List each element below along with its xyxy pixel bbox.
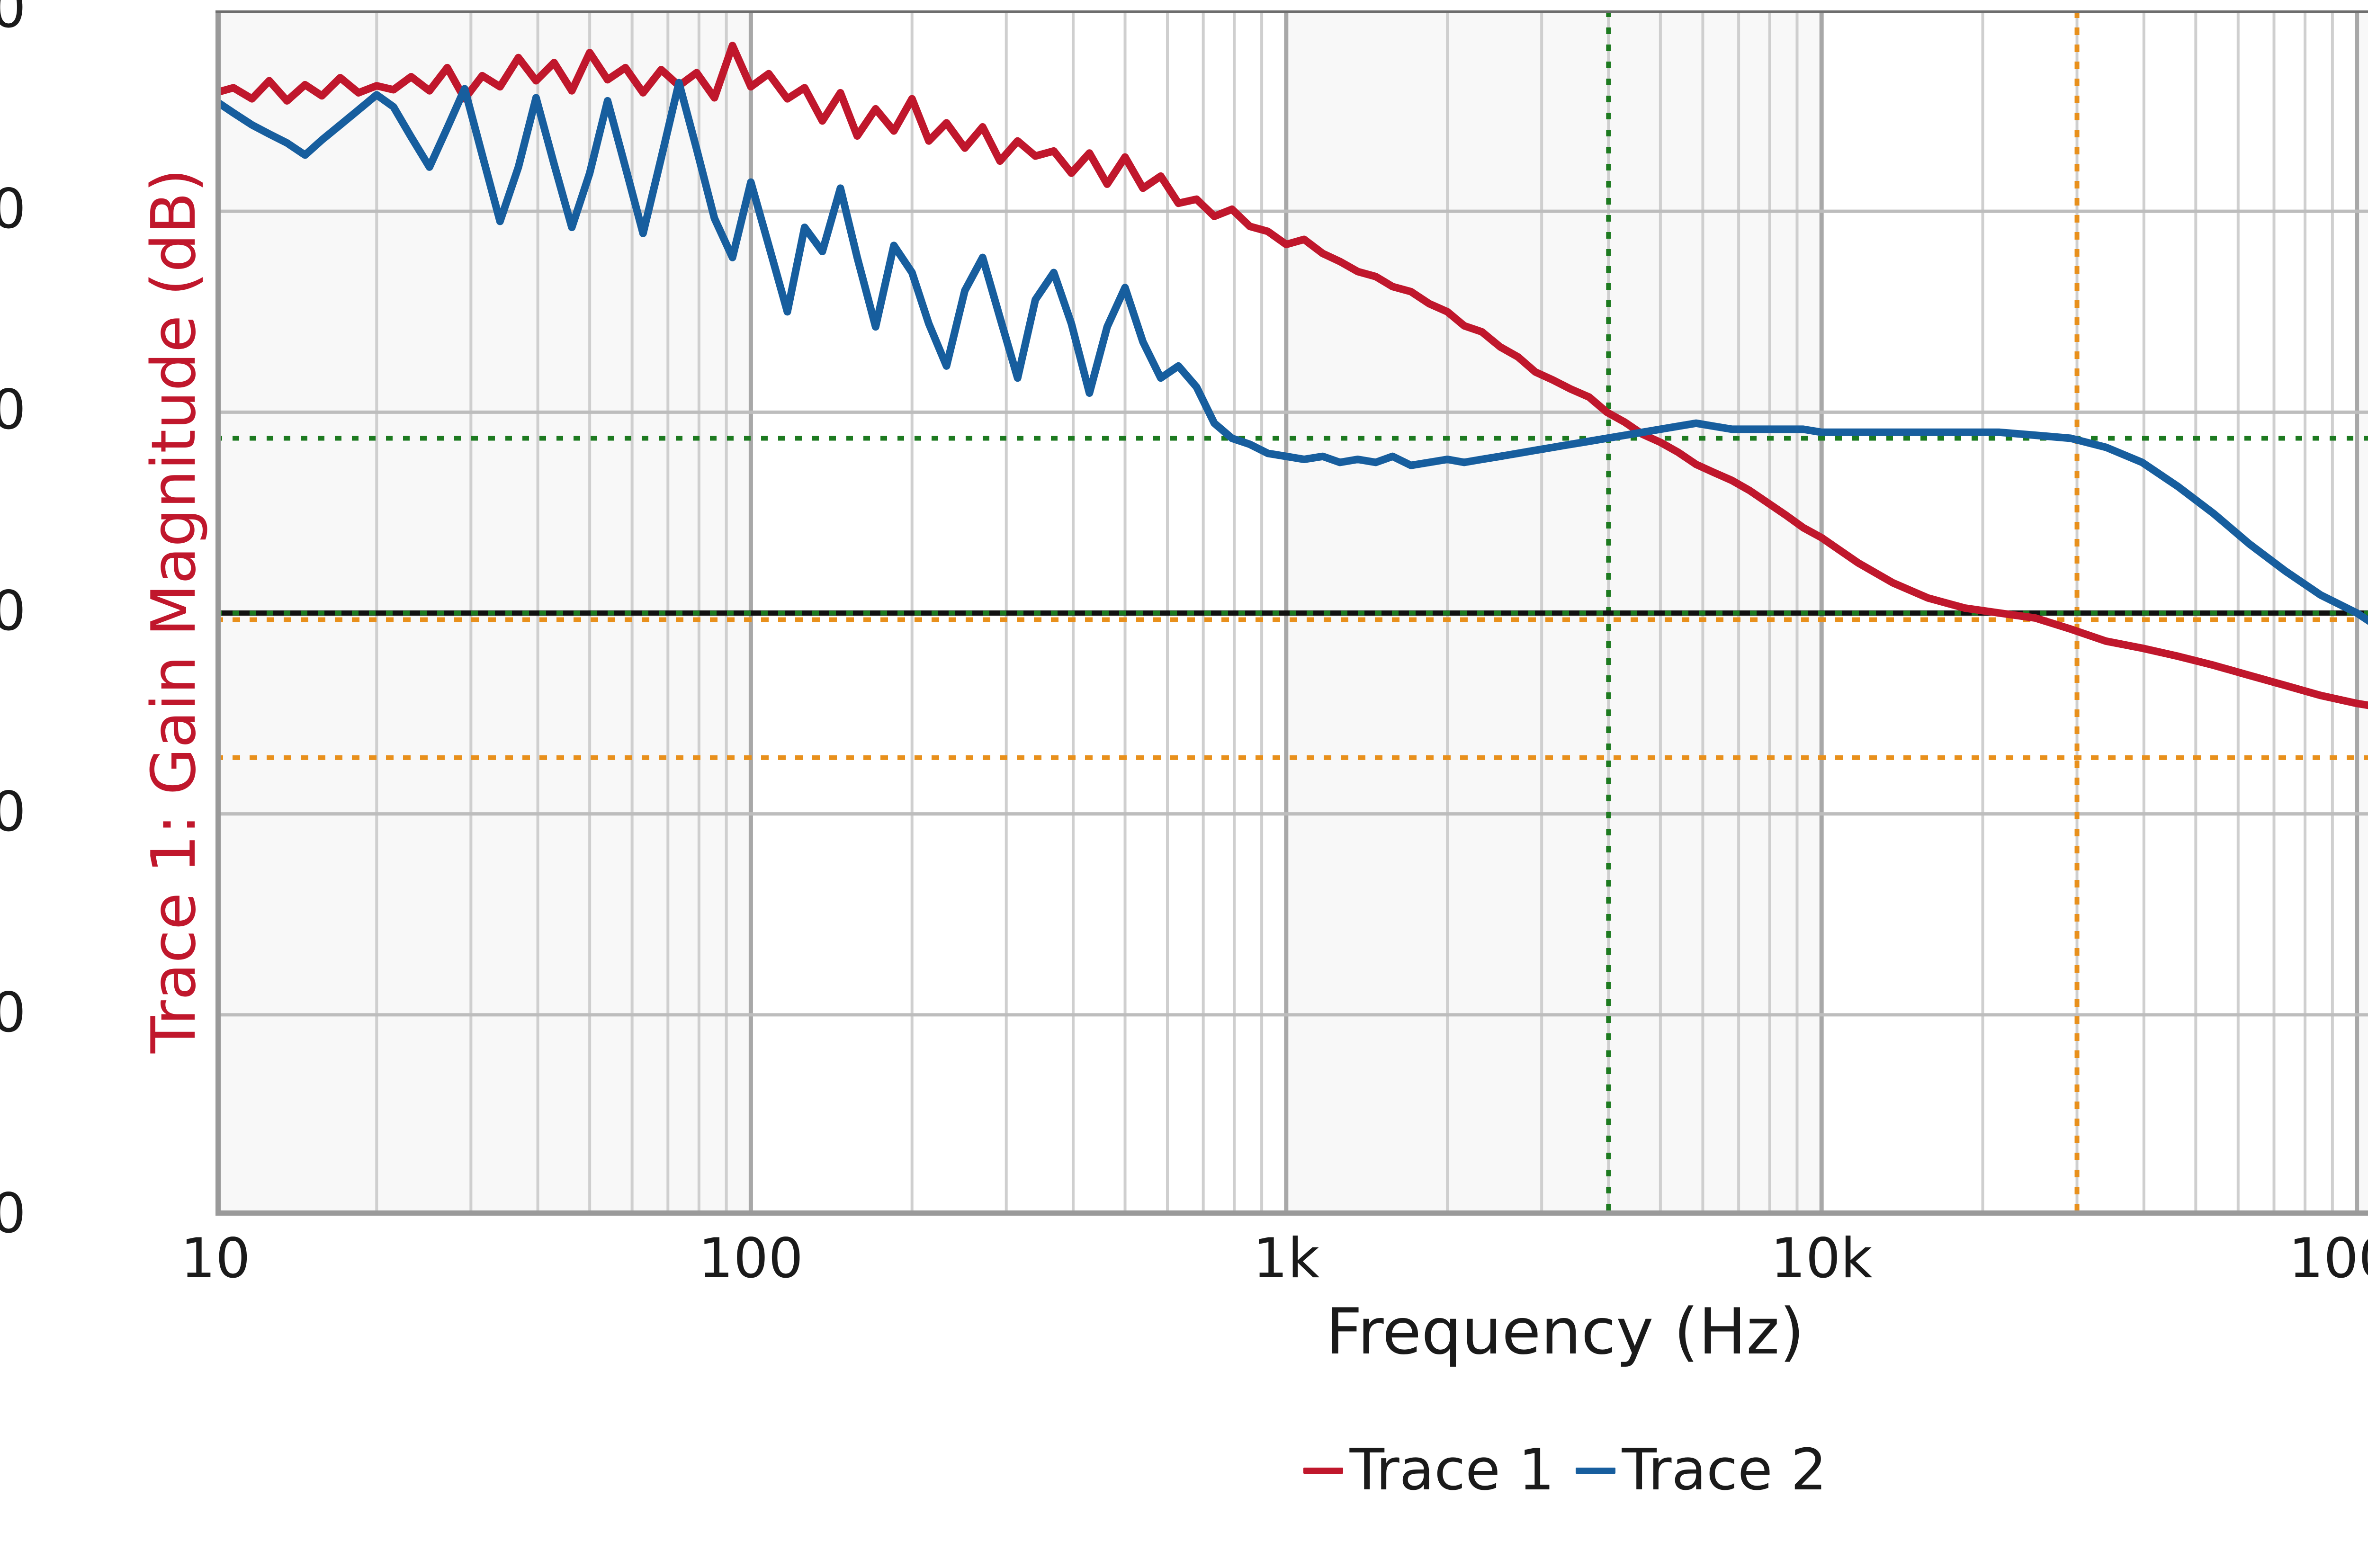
legend-label: Trace 2 (1622, 1437, 1827, 1503)
legend-swatch-icon (1303, 1467, 1343, 1474)
legend-label: Trace 1 (1349, 1437, 1555, 1503)
left-tick-0: 0 (0, 579, 26, 643)
x-tick-10: 10 (180, 1227, 251, 1290)
legend-entry-1[interactable]: Trace 1 (1303, 1442, 1555, 1499)
series-line-2 (215, 79, 2368, 625)
legend-entry-2[interactable]: Trace 2 (1575, 1437, 1827, 1503)
data-series (215, 42, 2368, 709)
left-tick-60: 60 (0, 0, 26, 40)
plot-canvas (215, 10, 2368, 1216)
plot-area[interactable] (215, 10, 2368, 1216)
x-tick-100: 100 (698, 1227, 804, 1290)
x-tick-10k: 10k (1770, 1227, 1873, 1290)
x-axis-title: Frequency (Hz) (1326, 1295, 1804, 1369)
left-tick-40: 40 (0, 177, 26, 242)
legend: Trace 1 Trace 2 (0, 1442, 2368, 1499)
series-line-1 (215, 42, 2368, 709)
left-axis-title: Trace 1: Gain Magnitude (dB) (139, 168, 209, 1054)
left-tick--60: -60 (0, 1182, 26, 1245)
x-tick-1k: 1k (1253, 1227, 1320, 1290)
legend-swatch-icon (1575, 1467, 1615, 1474)
left-tick-20: 20 (0, 378, 26, 442)
x-tick-100k: 100k (2288, 1227, 2368, 1290)
left-tick--40: -40 (0, 980, 26, 1045)
left-tick--20: -20 (0, 780, 26, 844)
